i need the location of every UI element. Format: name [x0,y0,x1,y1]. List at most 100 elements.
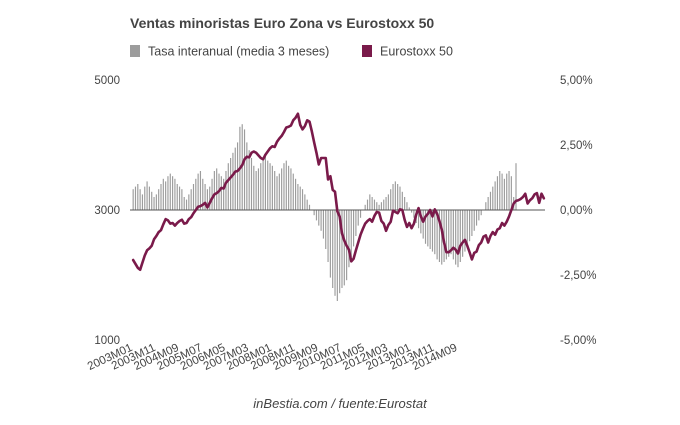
bar [162,178,164,210]
bar [438,210,441,262]
bar [510,176,512,210]
bar [139,189,141,210]
bar [332,210,334,288]
bar [475,210,478,226]
bar [480,210,482,216]
bar [325,210,327,249]
right-axis-ticks: -5,00% -2,50% 0,00% 2,50% 5,00% [560,75,596,347]
bar [359,210,362,218]
bar [141,194,144,210]
bar [304,194,306,210]
bar [424,210,427,244]
left-tick-label: 3000 [94,205,120,217]
bar [211,178,213,210]
bar [197,173,199,210]
bar [292,173,294,210]
bar [264,155,266,210]
bar [499,171,501,210]
bar-series [132,124,517,301]
bar [155,194,157,210]
bar [489,191,492,210]
bar [169,173,171,210]
bar [329,210,331,278]
bar [132,189,134,210]
bar [353,210,355,247]
bar [320,210,322,231]
bar [515,163,517,210]
bar [501,173,503,210]
bar [478,210,480,221]
bar [369,194,371,210]
bar [176,184,178,210]
bar [492,186,494,210]
bar [473,210,475,231]
bar [260,163,262,210]
bar [181,189,183,210]
bar [441,210,443,265]
bar [283,163,285,210]
bar [494,181,496,210]
bar [462,210,464,257]
bar [313,210,315,216]
bar [431,210,434,252]
bar [206,189,208,210]
bar [274,171,276,210]
bar [183,197,185,210]
eurostoxx-line [131,112,546,272]
bar [267,160,269,210]
bar [202,178,204,210]
right-tick-label: 0,00% [560,205,593,217]
bar [172,176,174,210]
bar [485,202,487,210]
bar [469,210,471,242]
bar [455,210,457,265]
bar [262,158,264,210]
bar [508,171,510,210]
bar [373,199,376,210]
bar [397,184,399,210]
bar [308,204,311,210]
bar [185,199,188,210]
bar [341,210,343,288]
line-series-group [131,112,546,272]
bar [299,186,301,210]
bar [160,184,162,210]
bar [422,210,424,239]
bar [220,176,222,210]
bar [227,163,229,210]
bar [234,147,236,210]
bar [165,181,167,210]
bar [281,168,283,210]
bar [271,165,273,210]
bar [288,165,290,210]
bar [339,210,341,294]
bar [153,197,155,210]
bar [269,163,271,210]
legend-label-line: Eurostoxx 50 [380,45,453,59]
bar [290,168,292,210]
bar [230,158,232,210]
bar [255,171,257,210]
bar [146,181,148,210]
bar [420,210,422,234]
legend-swatch-line [362,45,372,57]
x-axis-ticks: 2003M012003M112004M092005M072006M052007M… [86,342,459,373]
bar [190,189,192,210]
bar [315,210,318,221]
bar [225,171,227,210]
bar [471,210,473,236]
bar [137,184,139,210]
bar [408,207,410,210]
bar [204,184,206,210]
bar [334,210,336,296]
bar [464,210,466,252]
bar [306,199,308,210]
legend-label-bars: Tasa interanual (media 3 meses) [148,45,329,59]
bar [411,210,413,213]
bar [448,210,450,257]
bar [250,158,253,210]
bar [151,191,153,210]
bar [417,210,420,229]
bar [327,210,329,262]
